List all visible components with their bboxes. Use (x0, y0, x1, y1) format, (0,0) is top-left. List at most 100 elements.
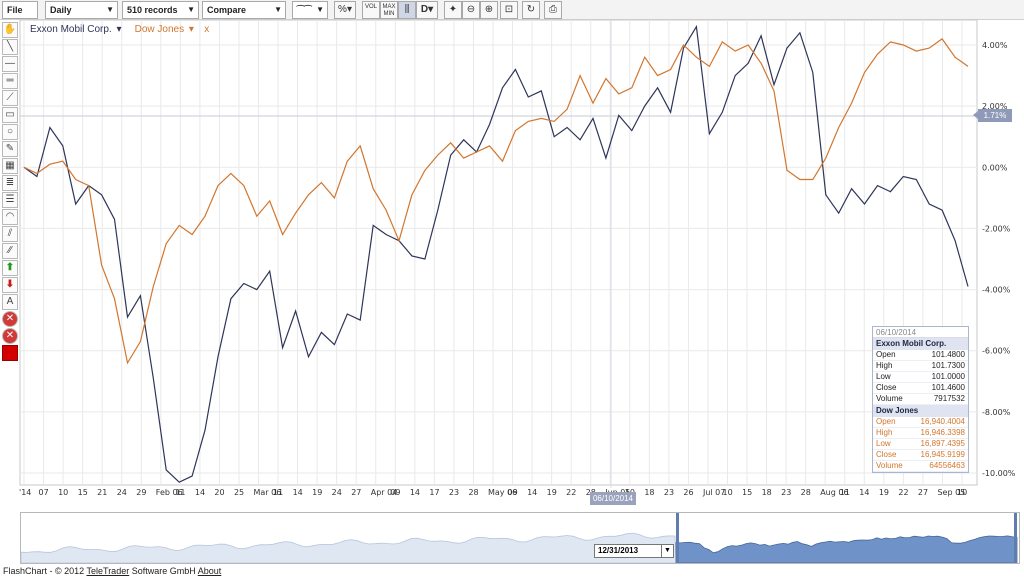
x-tick-label: 18 (762, 488, 772, 497)
x-tick-label: 29 (136, 488, 146, 497)
dji-row-volume: Volume 64556463 (873, 461, 968, 472)
xom-value: 101.4600 (931, 383, 965, 392)
xom-row-low: Low 101.0000 (873, 372, 968, 383)
grid-icon[interactable]: ▦ (2, 158, 18, 174)
y-tick-label: 2.00% (982, 102, 1008, 111)
footer-copyright: FlashChart - © 2012 (3, 566, 85, 576)
delete-icon[interactable]: ✕ (2, 311, 18, 327)
dji-label: Close (876, 450, 897, 459)
x-tick-label: 14 (195, 488, 205, 497)
y-tick-label: -2.00% (982, 224, 1011, 233)
dji-row-open: Open 16,940.4004 (873, 417, 968, 428)
refresh-icon[interactable]: ↻ (522, 1, 540, 19)
chevron-down-icon: ▼ (106, 5, 114, 14)
x-tick-label: Aug 06 (820, 488, 848, 497)
x-tick-label: May 06 (488, 488, 517, 497)
remove-series-button[interactable]: x (204, 24, 210, 35)
x-tick-label: 19 (879, 488, 889, 497)
volume-toggle-button[interactable]: VOL (362, 1, 380, 19)
navigator-right-handle[interactable] (1014, 513, 1017, 563)
chevron-down-icon: ▼ (316, 5, 324, 14)
teletrader-link[interactable]: TeleTrader (86, 566, 130, 576)
print-icon[interactable]: ⎙ (544, 1, 562, 19)
toolbar: File Daily ▼ 510 records ▼ Compare ▼ ⁀⁀ ▼ %▾… (0, 0, 1024, 20)
indicator-icon[interactable]: ✦ (444, 1, 462, 19)
dji-value: 16,940.4004 (920, 417, 966, 426)
trendline-icon[interactable]: ╲ (2, 39, 18, 55)
footer-company: Software GmbH (131, 566, 196, 576)
parallel-lines-icon[interactable]: ═ (2, 73, 18, 89)
compare-select[interactable]: Compare ▼ (202, 1, 286, 19)
arc-icon[interactable]: ◠ (2, 209, 18, 225)
color-swatch-icon[interactable] (2, 345, 18, 361)
legend-xom-label: Exxon Mobil Corp. (30, 24, 112, 35)
x-tick-label: 23 (664, 488, 674, 497)
d-button[interactable]: D▾ (416, 1, 438, 19)
xom-label: Close (876, 383, 897, 392)
zoom-out-icon[interactable]: ⊖ (462, 1, 480, 19)
legend-series-xom[interactable]: Exxon Mobil Corp. ▾ (30, 24, 122, 35)
rectangle-icon[interactable]: ▭ (2, 107, 18, 123)
hand-icon[interactable]: ✋ (2, 22, 18, 38)
volume-label: VOL (364, 4, 377, 10)
ray-icon[interactable]: ⟋ (2, 90, 18, 106)
navigator-date-select[interactable]: 12/31/2013 ▼ (594, 544, 674, 558)
navigator-history-area (20, 532, 677, 564)
zoom-in-icon[interactable]: ⊕ (480, 1, 498, 19)
arrow-up-icon[interactable]: ⬆ (2, 260, 18, 276)
navigator-selected-area (675, 535, 1018, 564)
xom-label: High (876, 361, 893, 370)
navigator-left-handle[interactable] (676, 513, 679, 563)
x-tick-label: 10 (58, 488, 68, 497)
percent-scale-button[interactable]: %▾ (334, 1, 356, 19)
chevron-down-icon: ▼ (274, 5, 282, 14)
y-tick-label: -4.00% (982, 286, 1011, 295)
x-tick-label: 27 (918, 488, 928, 497)
value-badge: 1.71% (973, 109, 1012, 122)
chart-grid (19, 19, 978, 486)
delete-all-icon[interactable]: ✕ (2, 328, 18, 344)
data-window-dji-header: Dow Jones (873, 405, 968, 417)
levels-icon[interactable]: ☰ (2, 192, 18, 208)
maxmin-label: MAX MIN (382, 4, 396, 17)
x-tick-label: 14 (527, 488, 537, 497)
price-chart[interactable]: 4.00% 2.00% 0.00% -2.00% -4.00% -6.00% -8.00% -… (0, 0, 1024, 512)
legend: Exxon Mobil Corp. ▾ Dow Jones ▾ x (30, 24, 211, 35)
records-select[interactable]: 510 records ▼ (122, 1, 199, 19)
x-tick-label: 15 (742, 488, 752, 497)
horizontal-line-icon[interactable]: — (2, 56, 18, 72)
d-label: D (420, 4, 429, 15)
maxmin-toggle-button[interactable]: MAX MIN (380, 1, 398, 19)
legend-series-dji[interactable]: Dow Jones ▾ (134, 24, 194, 35)
arrow-down-icon[interactable]: ⬇ (2, 277, 18, 293)
chart-type-select[interactable]: ⁀⁀ ▼ (292, 1, 328, 19)
pen-icon[interactable]: ✎ (2, 141, 18, 157)
file-menu[interactable]: File (2, 1, 38, 19)
navigator-date-label: 12/31/2013 (598, 546, 639, 555)
interval-select[interactable]: Daily ▼ (45, 1, 118, 19)
ohlc-icon[interactable]: ⫼ (398, 1, 416, 19)
fan-icon[interactable]: ⫽ (2, 226, 18, 242)
about-link[interactable]: About (197, 566, 222, 576)
y-tick-label: -6.00% (982, 347, 1011, 356)
interval-select-label: Daily (50, 5, 72, 15)
fibonacci-icon[interactable]: ≣ (2, 175, 18, 191)
ellipse-icon[interactable]: ○ (2, 124, 18, 140)
xom-label: Open (876, 350, 896, 359)
x-tick-label: 09 (508, 488, 518, 497)
x-tick-label: 11 (840, 488, 850, 497)
dji-row-low: Low 16,897.4395 (873, 439, 968, 450)
y-tick-label: 4.00% (982, 41, 1008, 50)
compare-select-label: Compare (207, 5, 247, 15)
fit-icon[interactable]: ⊡ (500, 1, 518, 19)
x-tick-label: 28 (801, 488, 811, 497)
xom-value: 7917532 (933, 394, 965, 403)
y-tick-label: -8.00% (982, 408, 1011, 417)
time-navigator[interactable] (20, 512, 1020, 564)
x-tick-label: 24 (117, 488, 127, 497)
channel-icon[interactable]: ∕∕ (2, 243, 18, 259)
x-tick-label: 18 (644, 488, 654, 497)
drawing-tools: ✋ ╲ — ═ ⟋ ▭ ○ ✎ ▦ ≣ ☰ ◠ ⫽ ∕∕ ⬆ ⬇ A ✕ ✕ (1, 22, 19, 362)
text-icon[interactable]: A (2, 294, 18, 310)
